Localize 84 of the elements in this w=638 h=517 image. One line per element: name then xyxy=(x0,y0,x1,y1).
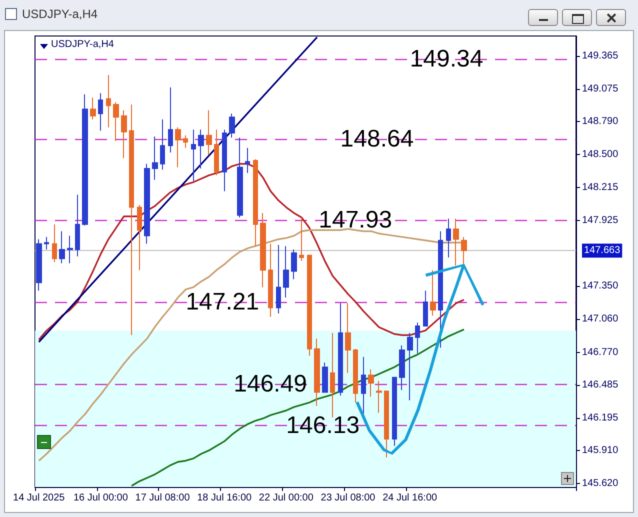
y-tick-label: 146.770 xyxy=(582,346,619,358)
y-tick-label: 149.365 xyxy=(582,50,619,62)
y-tick-label: 145.620 xyxy=(582,478,619,490)
ref-line-label: 147.663 xyxy=(584,245,621,256)
candlestick xyxy=(152,136,158,180)
candlestick xyxy=(206,110,212,156)
candlestick xyxy=(121,110,127,159)
candlestick xyxy=(338,302,343,396)
candlestick xyxy=(222,129,227,192)
candlestick xyxy=(168,86,173,153)
candlestick xyxy=(392,376,397,446)
candlestick xyxy=(214,129,219,176)
y-tick-label: 147.060 xyxy=(582,314,619,325)
candlestick xyxy=(314,338,320,406)
y-tick-label: 145.910 xyxy=(582,444,619,456)
candlestick xyxy=(90,97,96,120)
x-tick-label: 17 Jul 08:00 xyxy=(135,492,190,504)
candlestick xyxy=(361,356,366,414)
candlestick xyxy=(106,74,111,128)
candlestick xyxy=(98,92,103,132)
candlestick xyxy=(322,362,328,393)
candlestick xyxy=(113,102,119,142)
ref-line-label: 147.21 xyxy=(186,288,260,316)
y-tick-label: 148.500 xyxy=(582,149,619,160)
x-tick-label: 14 Jul 2025 xyxy=(13,492,66,504)
y-tick-label: 148.790 xyxy=(582,116,619,128)
candlestick xyxy=(137,204,142,271)
candlestick xyxy=(291,249,297,280)
candlestick xyxy=(175,126,181,168)
candlestick xyxy=(368,368,374,398)
x-tick-label: 22 Jul 00:00 xyxy=(258,492,314,504)
candlestick xyxy=(384,390,389,458)
candlestick xyxy=(423,290,428,327)
candlestick xyxy=(253,158,258,247)
candlestick xyxy=(75,194,80,257)
candlestick xyxy=(198,129,204,169)
candlestick xyxy=(438,230,443,348)
y-tick-label: 146.485 xyxy=(582,379,619,390)
candlestick xyxy=(330,332,335,418)
line-series xyxy=(38,163,465,341)
candlestick xyxy=(160,118,165,170)
candlestick xyxy=(67,235,73,264)
candlestick xyxy=(461,236,467,265)
candlestick xyxy=(59,230,65,264)
candlestick xyxy=(268,243,273,318)
candlestick xyxy=(345,302,351,374)
candlestick xyxy=(453,218,459,266)
x-tick-label: 16 Jul 00:00 xyxy=(73,492,128,504)
candlestick xyxy=(52,224,57,263)
line-series xyxy=(130,328,465,487)
ref-line-label: 146.13 xyxy=(286,412,360,439)
candlestick xyxy=(307,254,312,356)
candlestick xyxy=(415,322,420,354)
candlestick xyxy=(283,246,289,298)
y-tick-label: 148.215 xyxy=(582,182,619,193)
candlestick xyxy=(183,134,188,148)
x-tick-label: 24 Jul 16:00 xyxy=(382,492,438,504)
x-tick-label: 18 Jul 16:00 xyxy=(197,492,252,504)
candlestick xyxy=(260,212,266,288)
candlestick xyxy=(36,238,42,292)
candlestick xyxy=(144,163,150,244)
candlestick xyxy=(245,147,250,174)
candlestick xyxy=(191,129,196,182)
candlestick xyxy=(229,113,235,138)
candlestick xyxy=(276,244,281,314)
candlestick xyxy=(82,94,88,226)
ref-line-label: 148.64 xyxy=(340,125,414,152)
candlestick xyxy=(376,380,382,414)
y-tick-label: 147.350 xyxy=(582,280,619,292)
candlestick xyxy=(446,218,451,258)
candlestick xyxy=(407,332,413,401)
candlestick xyxy=(353,348,358,404)
y-tick-label: 146.195 xyxy=(582,412,619,424)
chart-title: USDJPY-a,H4 xyxy=(22,7,98,21)
y-tick-label: 147.925 xyxy=(582,214,619,226)
candlestick xyxy=(237,137,243,218)
candlestick xyxy=(299,217,304,262)
y-tick-label: 149.075 xyxy=(582,84,619,95)
candlestick xyxy=(430,270,436,316)
chart-subtitle: USDJPY-a,H4 xyxy=(51,39,114,50)
candlestick xyxy=(399,344,405,390)
candlestick xyxy=(44,236,49,250)
candlestick xyxy=(129,104,134,336)
x-tick-label: 23 Jul 08:00 xyxy=(320,492,376,504)
